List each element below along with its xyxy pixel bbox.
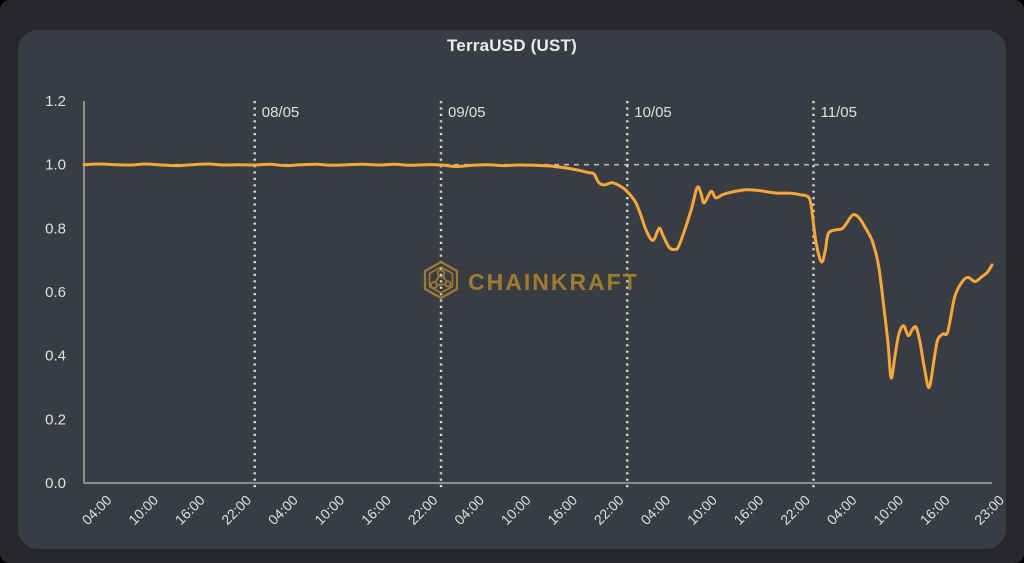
x-tick-label: 04:00	[637, 492, 673, 528]
y-tick-label: 1.0	[45, 157, 66, 174]
y-tick-label: 0.6	[45, 284, 66, 301]
x-tick-label: 10:00	[311, 492, 347, 528]
y-tick-label: 0.4	[45, 348, 66, 365]
y-tick-label: 0.2	[45, 411, 66, 428]
x-tick-label: 16:00	[917, 492, 953, 528]
chart-card	[18, 30, 1006, 549]
price-line-series	[82, 162, 994, 390]
x-tick-label: 04:00	[451, 492, 487, 528]
watermark-text: CHAINKRAFT	[468, 269, 639, 295]
x-tick-label: 16:00	[358, 492, 394, 528]
day-marker-label: 08/05	[262, 104, 300, 121]
y-tick-label: 0.8	[45, 220, 66, 237]
x-tick-label: 10:00	[870, 492, 906, 528]
day-marker-label: 11/05	[821, 104, 857, 121]
day-marker-label: 10/05	[634, 104, 672, 121]
y-tick-label: 0.0	[45, 475, 66, 492]
x-tick-label: 22:00	[777, 492, 813, 528]
x-tick-label: 10:00	[125, 492, 161, 528]
x-tick-label: 16:00	[730, 492, 766, 528]
x-tick-label: 04:00	[79, 492, 115, 528]
x-tick-label: 22:00	[218, 492, 254, 528]
x-tick-label: 04:00	[824, 492, 860, 528]
day-marker-label: 09/05	[448, 104, 486, 121]
x-tick-label: 16:00	[544, 492, 580, 528]
x-tick-label: 04:00	[265, 492, 301, 528]
x-tick-label: 23:00	[971, 492, 1007, 528]
x-tick-label: 16:00	[172, 492, 208, 528]
chainkraft-hexagon-molecule-logo-icon	[422, 260, 460, 305]
x-tick-label: 10:00	[498, 492, 534, 528]
chart-title: TerraUSD (UST)	[446, 36, 577, 55]
x-tick-label: 22:00	[405, 492, 441, 528]
watermark: CHAINKRAFT	[422, 260, 639, 305]
x-tick-label: 10:00	[684, 492, 720, 528]
y-tick-label: 1.2	[45, 93, 66, 110]
x-tick-label: 22:00	[591, 492, 627, 528]
